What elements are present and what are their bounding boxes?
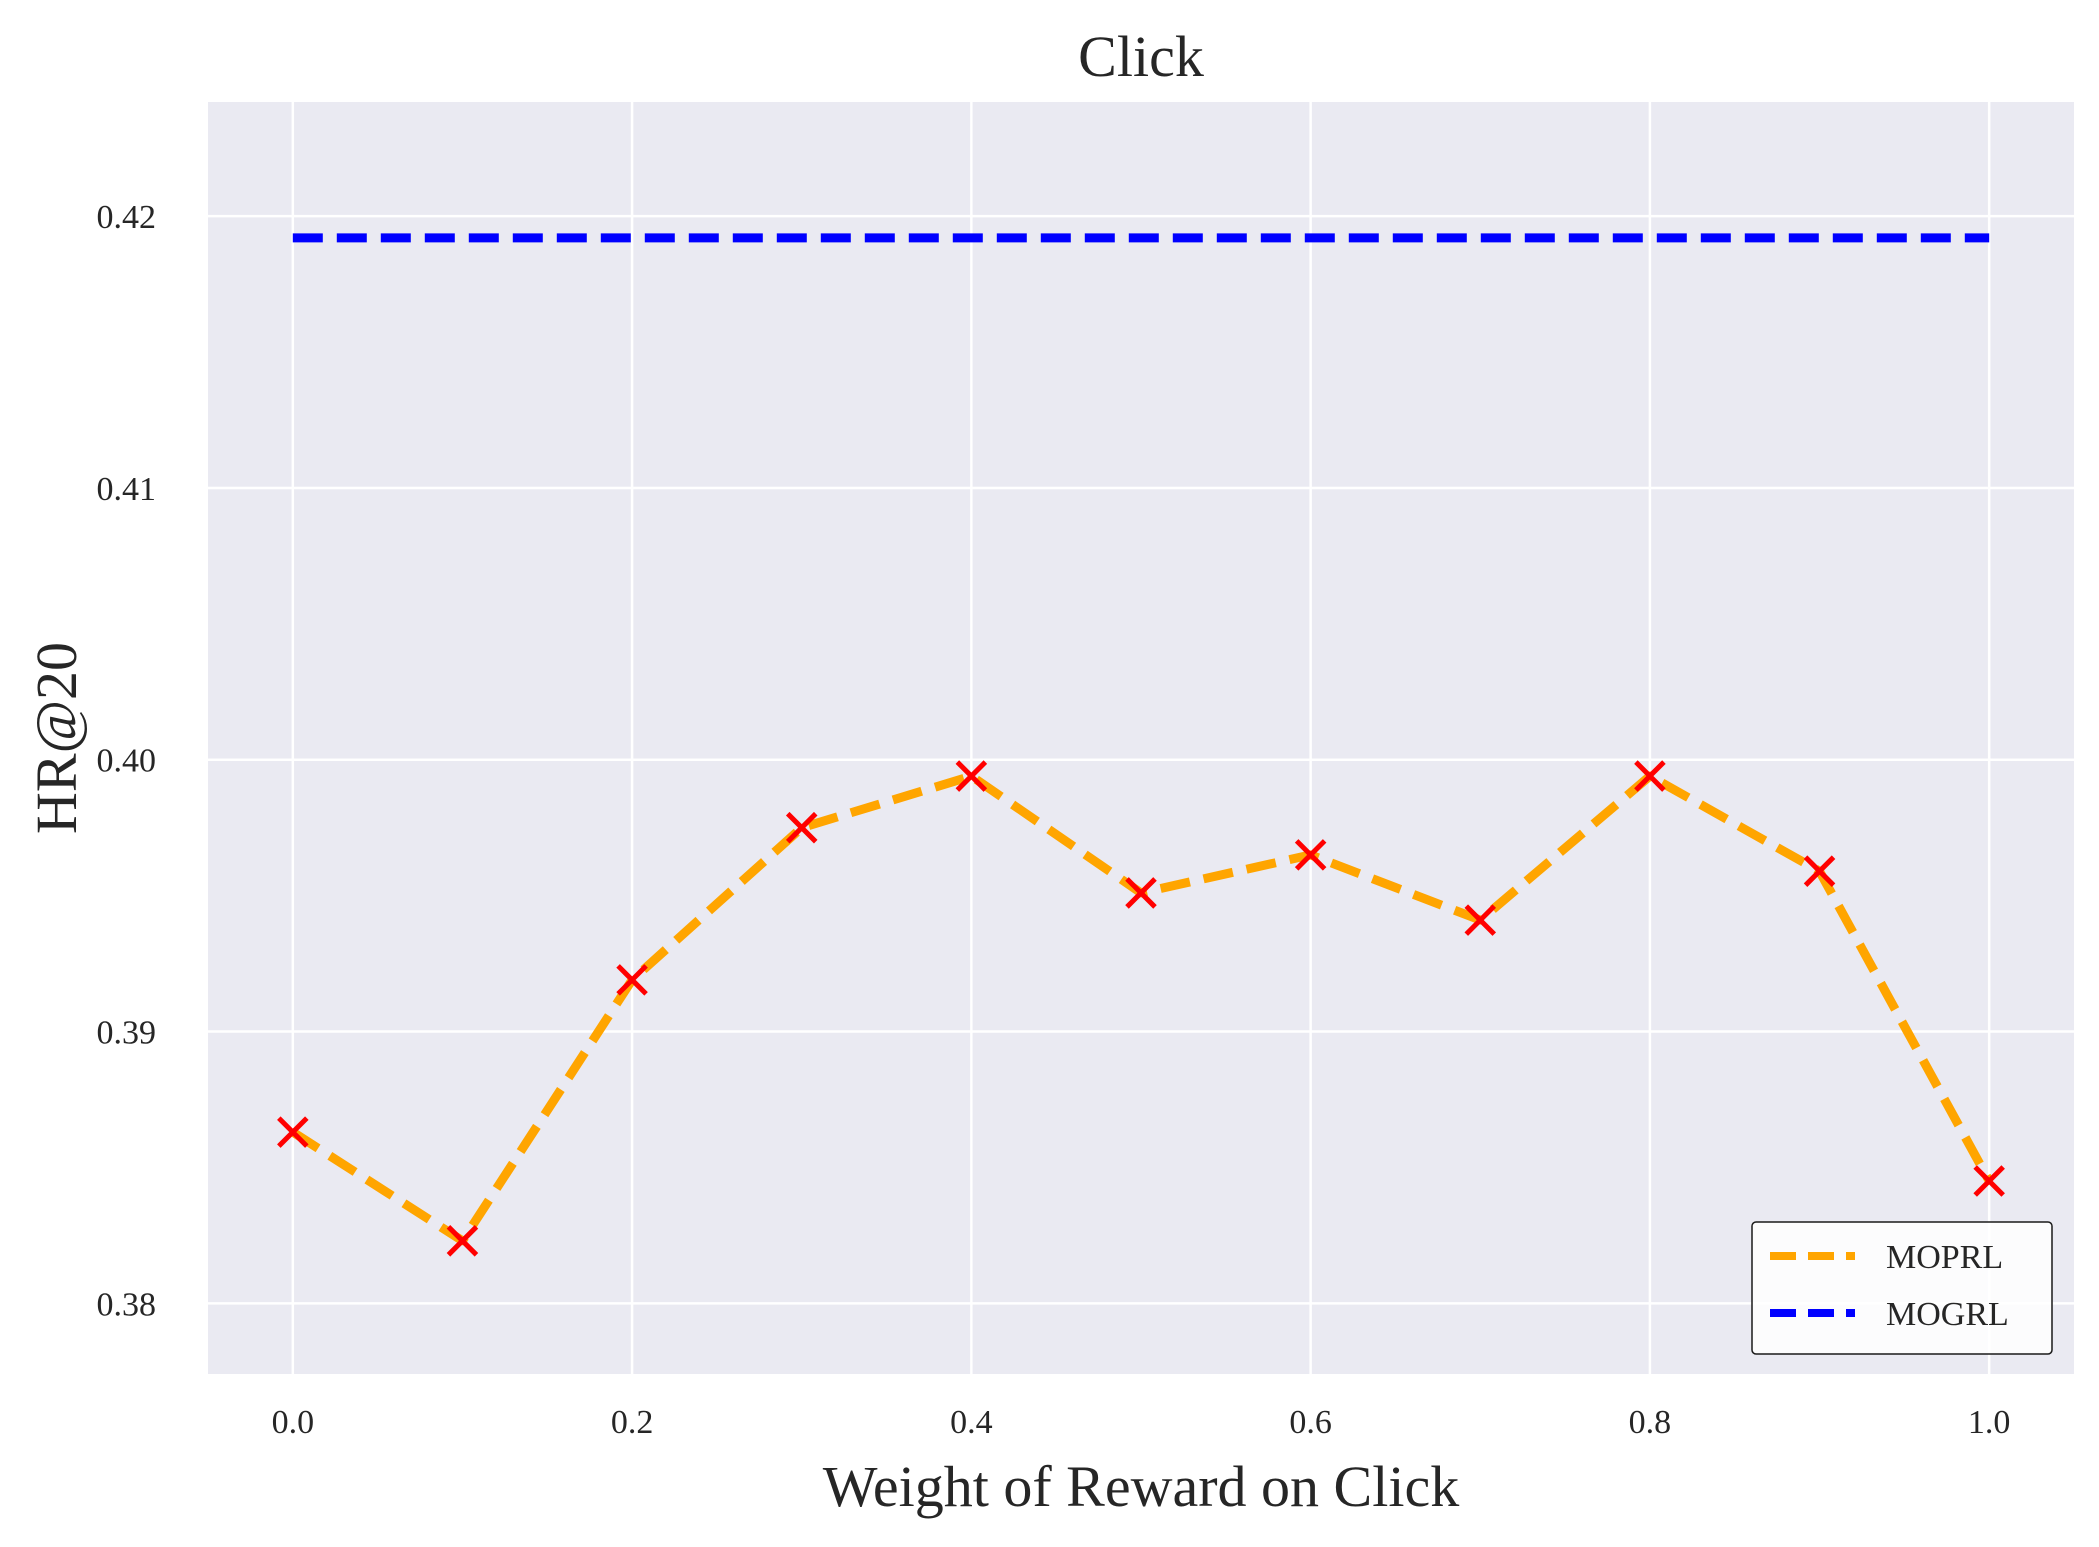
x-tick-label: 0.2	[611, 1404, 654, 1441]
legend: MOPRL MOGRL	[1751, 1221, 2053, 1355]
data-point-marker	[1464, 904, 1497, 936]
y-tick-label: 0.42	[97, 199, 157, 236]
legend-label-mogrl: MOGRL	[1886, 1296, 2009, 1333]
data-point-marker	[1973, 1165, 2005, 1197]
marker-stroke	[1294, 839, 1327, 871]
data-point-marker	[1294, 839, 1327, 871]
grid-lines	[208, 102, 2074, 1374]
marker-stroke	[616, 964, 648, 996]
marker-stroke	[955, 760, 988, 792]
y-tick-label: 0.40	[97, 743, 157, 780]
data-point-marker	[1125, 877, 1157, 909]
y-tick-label: 0.41	[97, 471, 157, 508]
legend-label-moprl: MOPRL	[1886, 1239, 2003, 1276]
marker-stroke	[1634, 760, 1666, 792]
y-tick-label: 0.39	[97, 1015, 157, 1052]
data-point-marker	[277, 1116, 309, 1148]
marker-stroke	[1973, 1165, 2005, 1197]
data-point-marker	[1634, 760, 1666, 792]
y-axis-label: HR@20	[24, 642, 89, 834]
x-tick-label: 0.6	[1289, 1404, 1332, 1441]
data-point-marker	[446, 1225, 479, 1257]
y-tick-label: 0.38	[97, 1286, 157, 1323]
marker-stroke	[1803, 855, 1836, 887]
x-tick-label: 0.0	[272, 1404, 315, 1441]
marker-stroke	[277, 1116, 309, 1148]
data-point-marker	[616, 964, 648, 996]
marker-stroke	[1125, 877, 1157, 909]
x-axis-label: Weight of Reward on Click	[823, 1454, 1459, 1519]
data-point-marker	[955, 760, 988, 792]
marker-stroke	[446, 1225, 479, 1257]
plot-area	[208, 102, 2074, 1374]
x-tick-label: 0.4	[950, 1404, 993, 1441]
chart-title: Click	[1078, 24, 1204, 89]
series-layer	[277, 233, 2005, 1257]
data-point-marker	[785, 811, 818, 844]
data-point-marker	[1803, 855, 1836, 887]
x-tick-label: 0.8	[1629, 1404, 1672, 1441]
y-axis-ticks: 0.38 0.39 0.40 0.41 0.42	[97, 199, 157, 1323]
x-tick-label: 1.0	[1968, 1404, 2011, 1441]
x-axis-ticks: 0.0 0.2 0.4 0.6 0.8 1.0	[272, 1404, 2011, 1441]
marker-stroke	[1464, 904, 1497, 936]
marker-stroke	[785, 811, 818, 844]
